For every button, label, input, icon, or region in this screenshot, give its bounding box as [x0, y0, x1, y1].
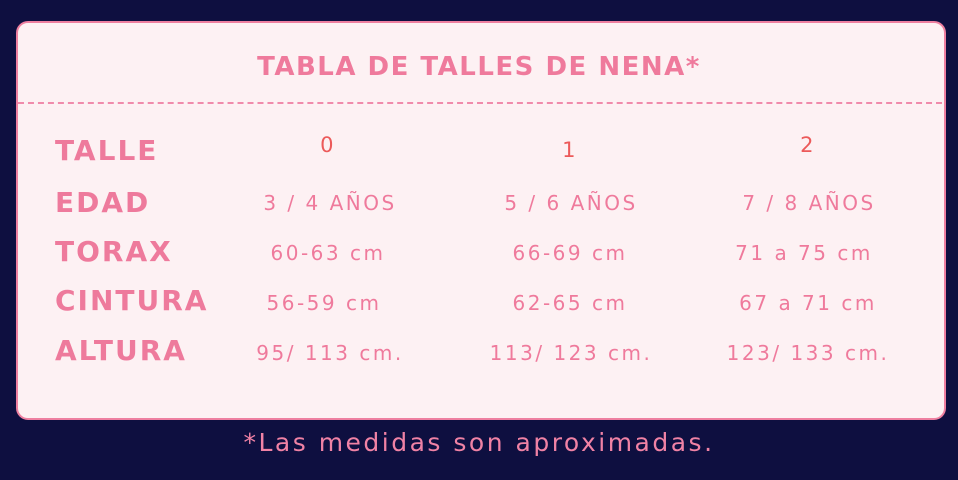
footnote: *Las medidas son aproximadas. — [243, 428, 715, 457]
cell-edad-0: 3 / 4 AÑOS — [263, 191, 397, 215]
dashed-divider — [18, 102, 942, 104]
cell-edad-1: 5 / 6 AÑOS — [504, 191, 638, 215]
cell-altura-0: 95/ 113 cm. — [256, 341, 404, 365]
row-label-torax: TORAX — [55, 235, 173, 268]
cell-cintura-2: 67 a 71 cm — [739, 291, 877, 315]
cell-torax-2: 71 a 75 cm — [735, 241, 873, 265]
cell-altura-1: 113/ 123 cm. — [489, 341, 653, 365]
size-1: 1 — [562, 138, 578, 162]
row-label-edad: EDAD — [55, 186, 151, 219]
cell-edad-2: 7 / 8 AÑOS — [742, 191, 876, 215]
size-2: 2 — [800, 133, 816, 157]
cell-torax-0: 60-63 cm — [270, 241, 386, 265]
row-label-cintura: CINTURA — [55, 284, 209, 317]
cell-torax-1: 66-69 cm — [512, 241, 628, 265]
cell-altura-2: 123/ 133 cm. — [726, 341, 890, 365]
chart-title: TABLA DE TALLES DE NENA* — [257, 52, 701, 82]
row-label-talle: TALLE — [55, 134, 159, 167]
size-chart-card — [16, 21, 946, 420]
row-label-altura: ALTURA — [55, 334, 187, 367]
cell-cintura-1: 62-65 cm — [512, 291, 628, 315]
cell-cintura-0: 56-59 cm — [266, 291, 382, 315]
size-0: 0 — [320, 133, 336, 157]
